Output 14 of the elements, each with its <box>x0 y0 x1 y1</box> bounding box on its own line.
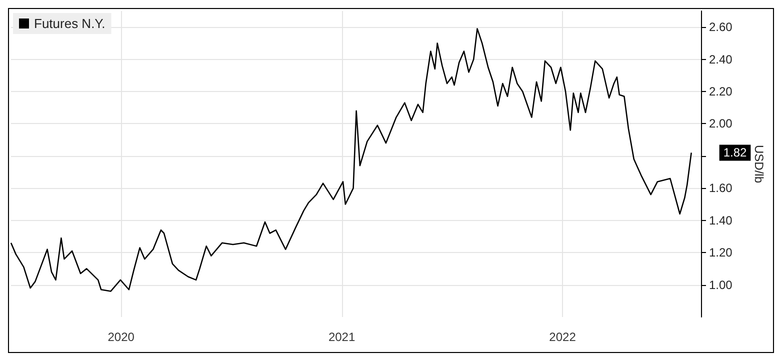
y-axis-title: USD/lb <box>752 144 766 184</box>
legend-label: Futures N.Y. <box>34 16 106 31</box>
y-tick-label: 1.60 <box>709 181 733 196</box>
x-tick-label: 2021 <box>328 330 356 344</box>
annotation: 1.82 <box>723 146 748 160</box>
y-tick-label: 1.40 <box>709 213 733 228</box>
y-tick-label: 2.20 <box>709 84 733 99</box>
y-tick-label: 1.20 <box>709 246 733 260</box>
y-tick-label: 2.00 <box>709 116 733 131</box>
x-tick-label: 2022 <box>549 330 576 344</box>
y-tick-label: 1.00 <box>709 278 733 292</box>
x-tick-label: 2020 <box>108 330 135 344</box>
y-tick-label: 2.40 <box>709 52 733 66</box>
y-tick-label: 2.60 <box>709 20 733 34</box>
